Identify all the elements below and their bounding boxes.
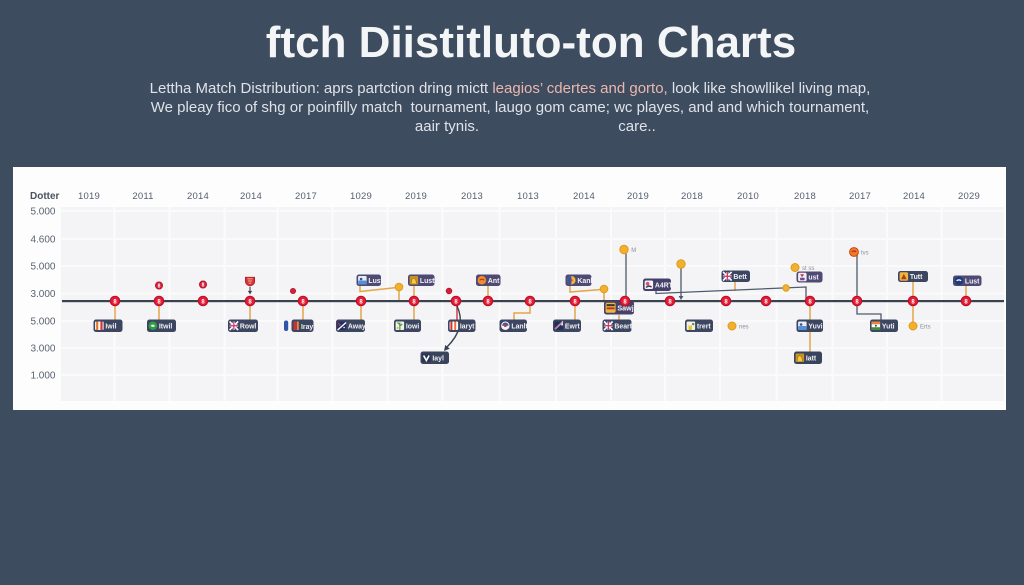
svg-text:Erts: Erts [920, 325, 931, 331]
svg-text:2014: 2014 [573, 191, 595, 202]
svg-text:8: 8 [911, 299, 915, 305]
svg-text:8: 8 [158, 284, 161, 290]
svg-text:3.000: 3.000 [30, 344, 55, 355]
svg-text:8: 8 [623, 299, 627, 305]
svg-text:8: 8 [573, 299, 577, 305]
svg-text:st ss: st ss [802, 266, 814, 272]
svg-text:ust: ust [808, 275, 819, 282]
svg-text:M: M [631, 248, 636, 254]
svg-text:8: 8 [248, 299, 252, 305]
svg-text:Ewrt: Ewrt [565, 323, 581, 330]
svg-text:8: 8 [855, 299, 859, 305]
svg-text:Yuvi: Yuvi [808, 323, 822, 330]
svg-text:2011: 2011 [132, 191, 153, 202]
svg-text:Kank: Kank [577, 278, 594, 285]
svg-text:Iatt: Iatt [806, 355, 817, 362]
svg-text:Lust: Lust [420, 278, 435, 285]
svg-text:8: 8 [808, 299, 812, 305]
svg-text:A4RT: A4RT [655, 282, 674, 289]
svg-text:8: 8 [412, 299, 416, 305]
svg-text:2019: 2019 [627, 191, 649, 202]
svg-text:Iray: Iray [301, 324, 313, 331]
svg-text:Itwil: Itwil [159, 323, 172, 330]
svg-text:Tutt: Tutt [910, 274, 923, 281]
svg-text:1019: 1019 [78, 191, 100, 202]
svg-text:8: 8 [964, 299, 968, 305]
svg-text:8: 8 [359, 299, 363, 305]
svg-text:Lust: Lust [368, 278, 383, 285]
svg-text:2014: 2014 [240, 191, 262, 202]
svg-text:Beart: Beart [614, 323, 632, 330]
svg-text:5.000: 5.000 [30, 262, 55, 273]
svg-text:8: 8 [454, 299, 458, 305]
svg-text:nes: nes [739, 325, 749, 331]
svg-text:8: 8 [764, 299, 768, 305]
svg-text:4.600: 4.600 [30, 235, 55, 246]
svg-text:8: 8 [202, 283, 205, 289]
svg-text:8: 8 [301, 299, 305, 305]
svg-text:3.000: 3.000 [30, 289, 55, 300]
svg-text:8: 8 [113, 299, 117, 305]
svg-text:2010: 2010 [737, 191, 759, 202]
svg-text:2018: 2018 [681, 191, 703, 202]
svg-text:5.000: 5.000 [30, 317, 55, 328]
svg-text:2019: 2019 [405, 191, 427, 202]
svg-text:Dotter: Dotter [30, 191, 60, 202]
svg-text:Iwil: Iwil [105, 323, 116, 330]
svg-text:1013: 1013 [517, 191, 539, 202]
svg-text:8: 8 [201, 299, 205, 305]
svg-text:Lust: Lust [965, 278, 980, 285]
svg-text:2014: 2014 [903, 191, 925, 202]
svg-text:Iowi: Iowi [406, 323, 419, 330]
svg-text:Away: Away [348, 323, 366, 330]
svg-text:Yuti: Yuti [882, 323, 895, 330]
svg-text:Ant: Ant [488, 278, 500, 285]
svg-text:2029: 2029 [958, 191, 980, 202]
svg-text:2017: 2017 [295, 191, 317, 202]
svg-text:1029: 1029 [350, 191, 372, 202]
svg-text:Rowl: Rowl [240, 323, 257, 330]
svg-text:Iayl: Iayl [432, 355, 444, 362]
svg-text:1.000: 1.000 [30, 371, 55, 382]
svg-text:5.000: 5.000 [30, 207, 55, 218]
svg-text:Sawj: Sawj [617, 303, 633, 312]
svg-text:Iaryt: Iaryt [460, 323, 475, 330]
svg-text:8: 8 [486, 299, 490, 305]
svg-text:trert: trert [697, 323, 711, 330]
svg-text:2014: 2014 [187, 191, 209, 202]
svg-text:8: 8 [724, 299, 728, 305]
svg-text:8: 8 [668, 299, 672, 305]
svg-text:8: 8 [528, 299, 532, 305]
svg-text:tvs: tvs [861, 251, 869, 257]
svg-text:2018: 2018 [794, 191, 816, 202]
svg-text:Bett: Bett [733, 274, 747, 281]
svg-text:2017: 2017 [849, 191, 871, 202]
svg-text:2013: 2013 [461, 191, 483, 202]
svg-text:8: 8 [157, 299, 161, 305]
svg-text:Lanlt: Lanlt [511, 323, 528, 330]
